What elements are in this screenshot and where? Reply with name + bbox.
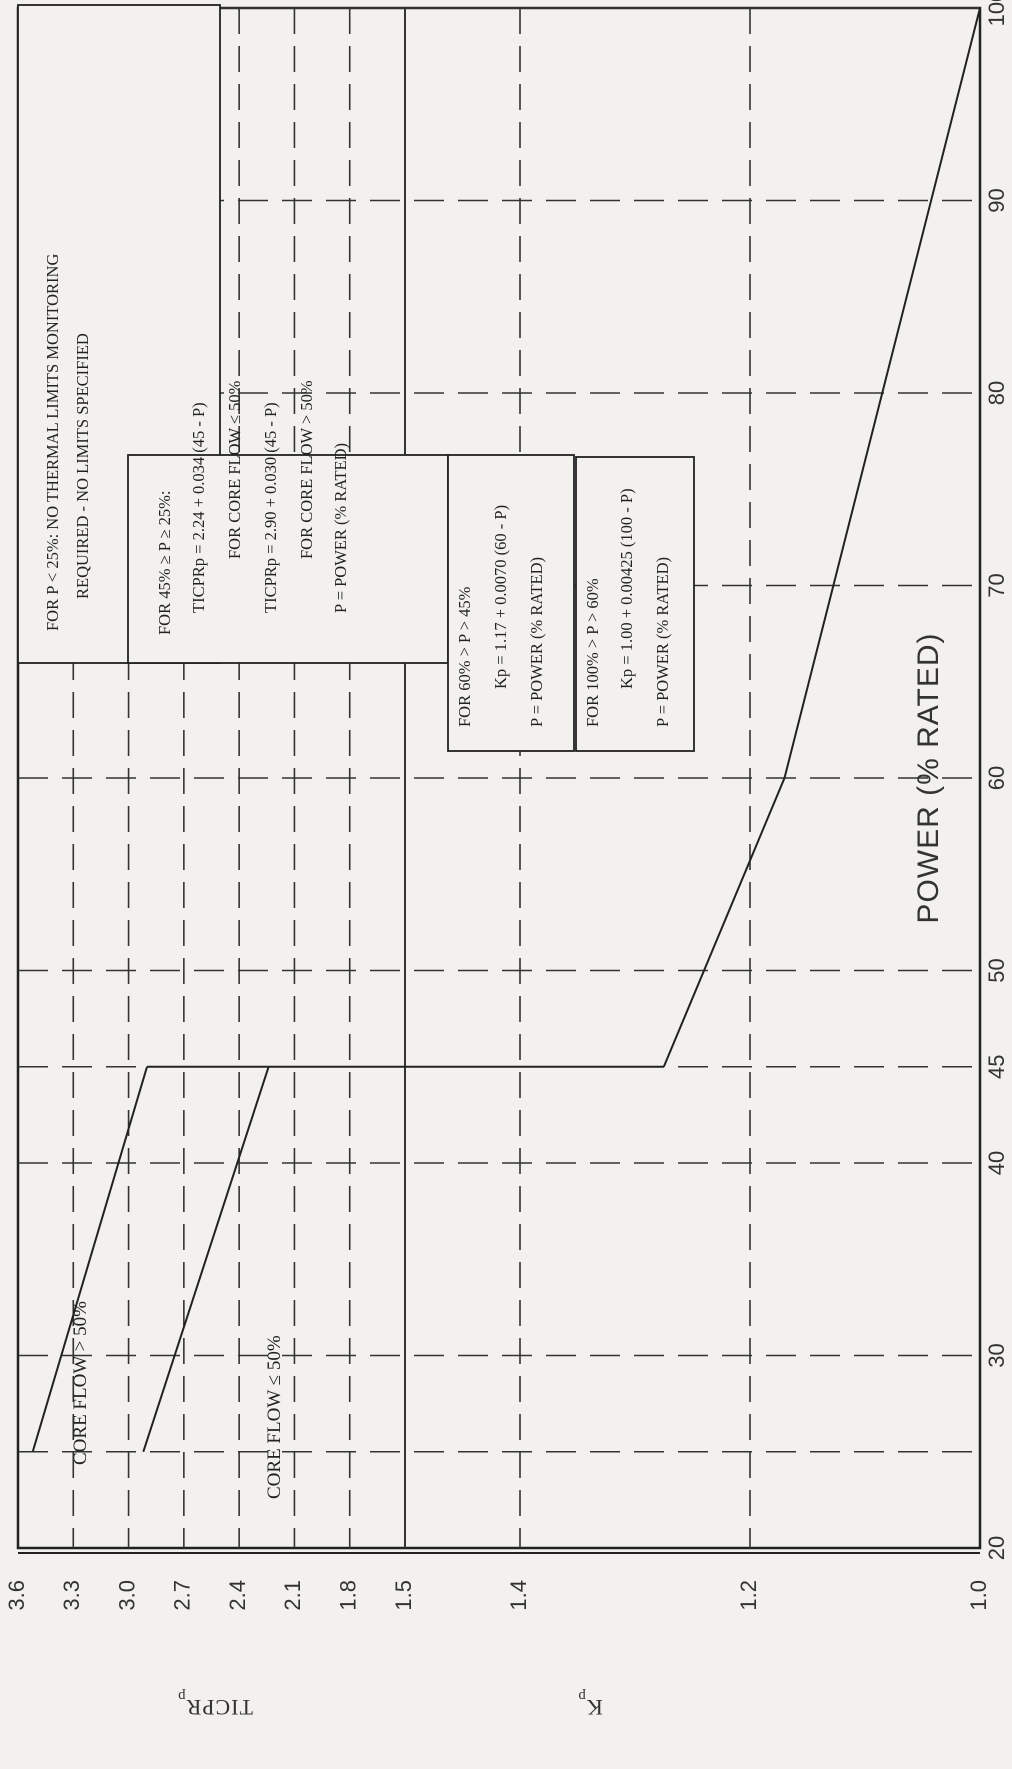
- ticpr-tick-label-2.4: 2.4: [225, 1580, 250, 1611]
- annotation-boxes: FOR P < 25%: NO THERMAL LIMITS MONITORIN…: [17, 4, 695, 1499]
- ticpr-tick-label-2.1: 2.1: [280, 1580, 305, 1611]
- ticpr-tick-label-1.8: 1.8: [336, 1580, 361, 1611]
- x-axis-title: POWER (% RATED): [912, 632, 945, 923]
- x-tick-label-80: 80: [984, 381, 1009, 405]
- kp-tick-label-1.4: 1.4: [506, 1580, 531, 1611]
- x-tick-label-100: 100: [984, 0, 1009, 26]
- ticpr-axis-title-subscript: p: [177, 1688, 186, 1704]
- box2-line5: FOR CORE FLOW > 50%: [297, 380, 316, 559]
- box3-line2: Kp = 1.17 + 0.0070 (60 - P): [491, 505, 510, 689]
- x-tick-label-90: 90: [984, 188, 1009, 212]
- x-tick-label-45: 45: [984, 1055, 1009, 1079]
- x-tick-label-30: 30: [984, 1343, 1009, 1367]
- axis-titles: POWER (% RATED) TICPRp Kp: [177, 632, 945, 1720]
- box4-line2: Kp = 1.00 + 0.00425 (100 - P): [617, 488, 636, 689]
- kp-tick-label-1.2: 1.2: [736, 1580, 761, 1611]
- core-flow-low-label: CORE FLOW ≤ 50%: [264, 1335, 285, 1499]
- kp-tick-label-1.5: 1.5: [391, 1580, 416, 1611]
- x-tick-label-70: 70: [984, 573, 1009, 597]
- box2-line1: FOR 45% ≥ P ≥ 25%:: [155, 491, 174, 635]
- axis-ticks: 20 30 40 45 50 60 70 80 90 100 3.6 3.3 3.0 2.7 2.4 2.1 1…: [4, 0, 1009, 1611]
- ticpr-tick-label-3.6: 3.6: [4, 1580, 29, 1611]
- series: [31, 7, 981, 1453]
- series-line-2: [142, 1066, 270, 1453]
- box2-line2: TICPRp = 2.24 + 0.034 (45 - P): [189, 402, 208, 613]
- box2-line4: TICPRp = 2.90 + 0.030 (45 - P): [261, 402, 280, 613]
- ticpr-tick-label-3.0: 3.0: [114, 1580, 139, 1611]
- ticpr-tick-label-2.7: 2.7: [170, 1580, 195, 1611]
- box2-line3: FOR CORE FLOW ≤ 50%: [225, 380, 244, 559]
- series-line-1: [31, 1066, 148, 1453]
- x-tick-label-40: 40: [984, 1151, 1009, 1175]
- box4-line3: P = POWER (% RATED): [653, 557, 672, 727]
- box4-line1: FOR 100% > P > 60%: [583, 578, 602, 727]
- box-kp-100: [575, 456, 695, 752]
- ticpr-axis-title: TICPRp: [177, 1688, 253, 1720]
- box1-line1: FOR P < 25%: NO THERMAL LIMITS MONITORIN…: [43, 254, 62, 631]
- core-flow-high-label: CORE FLOW > 50%: [70, 1301, 91, 1465]
- box2-line6: P = POWER (% RATED): [331, 443, 350, 613]
- series-line-3: [662, 7, 981, 1068]
- box-kp-60: [447, 454, 575, 752]
- kp-axis-title: Kp: [577, 1688, 602, 1720]
- kp-axis-title-subscript: p: [577, 1688, 586, 1704]
- ticpr-tick-label-3.3: 3.3: [59, 1580, 84, 1611]
- x-tick-label-50: 50: [984, 958, 1009, 982]
- box-ticpr-equations: [127, 454, 449, 664]
- box3-line1: FOR 60% > P > 45%: [455, 586, 474, 727]
- box1-line2: REQUIRED - NO LIMITS SPECIFIED: [73, 333, 92, 599]
- kp-tick-label-1.0: 1.0: [966, 1580, 991, 1611]
- box3-line3: P = POWER (% RATED): [527, 557, 546, 727]
- x-tick-label-20: 20: [984, 1536, 1009, 1560]
- x-tick-label-60: 60: [984, 766, 1009, 790]
